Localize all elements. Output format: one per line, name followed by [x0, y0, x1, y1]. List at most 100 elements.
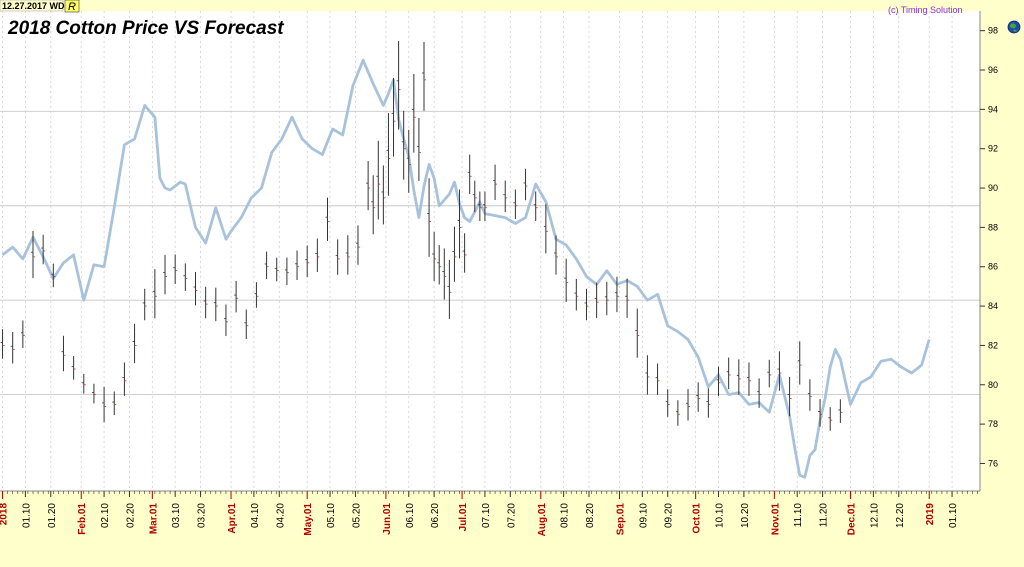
price-bar	[142, 288, 147, 321]
x-tick-label: 12.20	[895, 503, 906, 528]
price-bar	[767, 359, 772, 388]
price-bar	[665, 389, 670, 417]
price-bar	[787, 376, 792, 417]
x-axis: 2018 01.10 01.20 Feb.01 02.10 02.20 Mar.01 03.1…	[0, 490, 980, 537]
price-bar	[315, 238, 320, 272]
price-bar	[655, 363, 660, 395]
x-tick-label: Dec.01	[847, 503, 858, 536]
price-bar	[345, 235, 350, 275]
y-axis-panel	[980, 0, 1024, 567]
price-bar	[437, 245, 442, 285]
price-bar	[244, 309, 249, 340]
price-bar	[564, 258, 569, 302]
price-bar	[173, 254, 178, 284]
price-bar	[355, 225, 360, 265]
y-tick-label: 92	[988, 144, 998, 154]
price-bar	[472, 180, 477, 213]
price-bar	[335, 239, 340, 275]
price-bar	[386, 113, 391, 196]
price-bar	[416, 118, 421, 181]
price-bar	[777, 351, 782, 391]
price-bar	[452, 226, 457, 282]
price-bar	[71, 356, 76, 380]
price-bar	[838, 399, 843, 423]
price-bar	[366, 161, 371, 211]
x-tick-label: 04.20	[275, 503, 286, 528]
y-tick-label: 86	[988, 262, 998, 272]
price-bar	[396, 41, 401, 130]
x-tick-label: 11.10	[793, 503, 804, 528]
price-bar	[0, 329, 5, 359]
x-tick-label: Jul.01	[458, 503, 469, 532]
x-tick-label: 09.20	[664, 503, 675, 528]
chart-title: 2018 Cotton Price VS Forecast	[7, 18, 284, 39]
price-bar	[675, 400, 680, 426]
price-bar	[274, 257, 279, 282]
x-tick-label: 01.10	[21, 503, 32, 528]
x-tick-label: May.01	[303, 503, 314, 536]
x-tick-label: 04.10	[250, 503, 261, 528]
price-bar	[20, 320, 25, 348]
price-bar	[807, 379, 812, 411]
price-bar	[10, 332, 15, 364]
y-tick-label: 76	[988, 458, 998, 468]
price-bar	[746, 362, 751, 396]
x-tick-label: Apr.01	[227, 503, 238, 534]
date-badge: 12.27.2017 WD	[2, 1, 65, 11]
x-tick-label: 06.10	[405, 503, 416, 528]
x-tick-label: 05.20	[351, 503, 362, 528]
y-tick-label: 98	[988, 26, 998, 36]
mode-badge-box[interactable]	[64, 0, 80, 13]
x-tick-label: Sep.01	[615, 503, 626, 536]
y-tick-label: 88	[988, 222, 998, 232]
x-tick-label: 08.20	[585, 503, 596, 528]
price-bar	[726, 357, 731, 390]
price-bar	[132, 323, 137, 364]
mode-badge[interactable]: R	[68, 1, 76, 13]
price-bar	[223, 304, 228, 336]
globe-icon[interactable]	[1007, 20, 1021, 34]
x-tick-label: 05.10	[326, 503, 337, 528]
price-bar	[462, 233, 467, 273]
price-bar	[635, 308, 640, 358]
x-tick-label: 11.20	[819, 503, 830, 528]
price-bar	[432, 231, 437, 281]
x-tick-label: 03.10	[171, 503, 182, 528]
price-bar	[406, 129, 411, 193]
x-tick-label: 10.20	[740, 503, 751, 528]
y-tick-label: 90	[988, 183, 998, 193]
price-bar	[234, 280, 239, 313]
price-bar	[482, 191, 487, 221]
price-bar	[391, 77, 396, 157]
price-bar	[604, 281, 609, 316]
x-tick-label: 07.10	[481, 503, 492, 528]
y-tick-label: 78	[988, 419, 998, 429]
price-bar	[614, 276, 619, 313]
price-bar	[264, 251, 269, 280]
price-bar	[427, 178, 432, 257]
price-bar	[152, 269, 157, 319]
price-bar	[686, 389, 691, 421]
x-tick-label: 09.10	[638, 503, 649, 528]
x-tick-label: 06.20	[430, 503, 441, 528]
price-bar	[371, 175, 376, 235]
price-bar	[401, 110, 406, 180]
price-bar	[584, 288, 589, 321]
price-bar	[523, 168, 528, 201]
price-bar	[447, 259, 452, 319]
price-bar	[442, 248, 447, 300]
x-tick-label: Oct.01	[692, 503, 703, 534]
price-bar	[411, 73, 416, 153]
price-bar	[112, 391, 117, 416]
price-bar	[477, 191, 482, 221]
x-tick-label: Jun.01	[382, 503, 393, 535]
price-bar	[376, 140, 381, 220]
x-tick-label: 07.20	[506, 503, 517, 528]
price-bar	[828, 407, 833, 431]
price-bar	[696, 382, 701, 412]
x-tick-label: Aug.01	[537, 503, 548, 537]
y-tick-label: 94	[988, 104, 998, 114]
price-bar	[193, 271, 198, 306]
price-bar	[421, 41, 426, 111]
